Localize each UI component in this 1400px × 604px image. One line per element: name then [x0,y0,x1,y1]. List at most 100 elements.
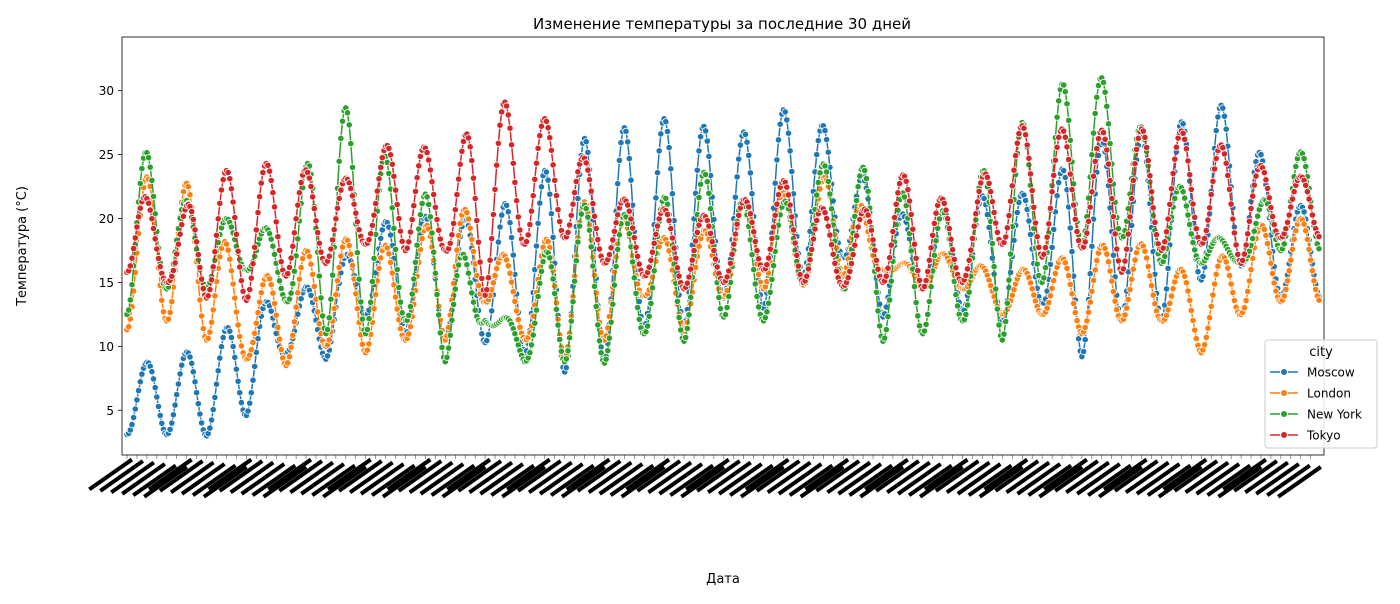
data-point [554,206,562,214]
data-point [1220,150,1229,158]
data-point [783,116,791,124]
data-point [287,289,295,297]
data-point [1305,245,1313,253]
data-point [624,138,632,146]
data-point [1086,270,1094,278]
data-point [188,208,196,216]
data-point [701,170,710,179]
data-point [226,255,234,263]
x-tick-label [1184,460,1230,494]
x-tick-label [636,459,682,493]
data-point [491,185,499,193]
data-point [653,222,662,230]
data-point [386,151,395,159]
data-point [1250,227,1258,235]
data-point [1240,250,1249,258]
data-point [159,308,168,316]
data-point [217,186,226,194]
data-point [307,182,315,191]
data-point [609,300,617,308]
x-tick-label [945,460,991,494]
data-point [909,225,917,233]
data-point [572,257,580,265]
data-point [1065,116,1073,125]
x-tick-label [706,460,752,494]
data-point [385,250,393,258]
x-tick-label [180,462,226,496]
x-tick-label [527,460,573,494]
x-tick-label [1157,465,1203,499]
data-point [544,176,552,184]
data-point [1050,171,1058,179]
data-point [211,393,219,401]
data-point [186,191,194,199]
x-tick-label [669,463,715,497]
data-point [454,175,463,183]
data-point [154,402,163,411]
data-point [491,271,499,280]
data-point [662,194,670,202]
x-tick-label [717,462,763,496]
data-point [353,249,361,257]
data-point [390,224,398,232]
data-point [725,267,733,275]
x-tick-label [370,463,416,497]
data-point [544,237,552,246]
data-point [590,212,599,220]
data-point [257,289,265,297]
data-point [458,147,466,155]
data-point [1113,305,1121,314]
data-point [1143,254,1151,262]
data-point [370,305,378,313]
data-point [1002,233,1010,241]
data-point [231,213,239,222]
legend-item: Tokyo [1270,429,1341,443]
x-tick-label [859,465,905,499]
data-point [1262,176,1270,184]
data-point [1245,217,1254,225]
data-point [1310,218,1318,226]
data-point [547,263,556,271]
data-point [822,214,831,223]
data-point [592,289,600,297]
y-tick-label: 20 [99,212,114,226]
data-point [663,127,672,136]
data-point [597,349,605,357]
data-point [274,233,282,241]
data-point [232,365,240,373]
x-tick-label [121,462,167,496]
data-point [1006,268,1015,277]
data-point [677,326,685,334]
data-point [325,314,333,322]
data-point [509,288,517,296]
data-point [1164,306,1172,314]
data-point [549,275,557,283]
legend-frame [1264,339,1378,449]
x-tick-label [457,459,503,493]
data-point [307,260,315,268]
data-point [564,228,572,236]
data-point [789,226,798,234]
data-point [1051,156,1060,164]
x-tick-label [886,460,931,494]
data-point [1083,229,1091,237]
data-point [186,353,194,361]
data-point [1073,316,1081,325]
x-tick-label [359,462,405,496]
data-point [1106,177,1114,185]
data-point [642,328,650,336]
data-point [327,245,335,253]
data-point [1144,157,1152,165]
data-point [861,166,869,175]
data-point [1220,112,1229,120]
data-point [536,279,544,287]
data-point [330,226,338,234]
data-point [1103,250,1111,258]
data-point [151,235,159,243]
data-point [377,254,385,262]
x-tick-label [505,457,551,492]
data-point [1091,266,1099,274]
data-point [393,265,401,274]
data-point [552,305,561,313]
data-point [809,235,818,243]
